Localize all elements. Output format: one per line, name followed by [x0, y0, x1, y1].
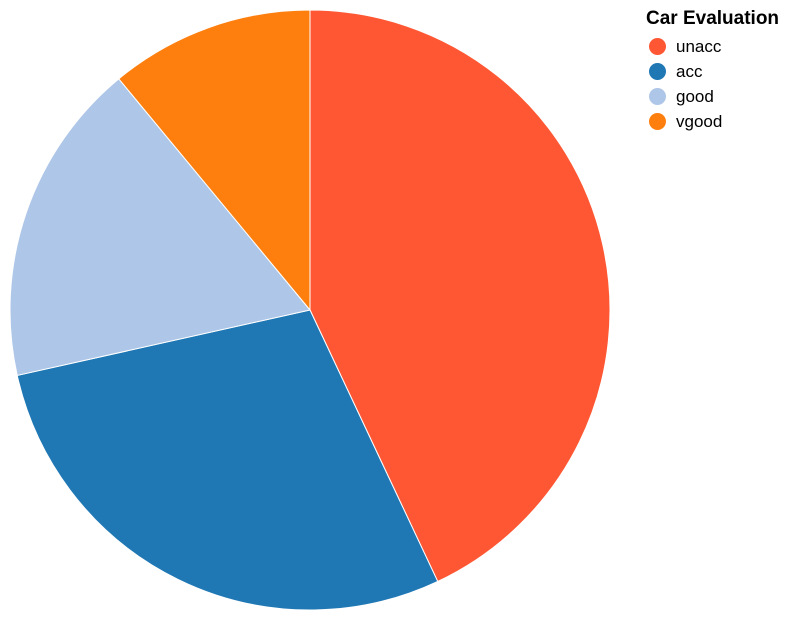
legend-swatch-unacc	[649, 38, 666, 55]
legend-label-good: good	[676, 86, 714, 106]
legend-title: Car Evaluation	[646, 8, 780, 29]
legend-item-good: good	[646, 84, 779, 109]
pie-slice-acc	[16, 309, 439, 611]
legend-label-unacc: unacc	[676, 36, 722, 56]
legend: Car Evaluation unacc acc good vgood	[646, 8, 779, 134]
legend-swatch-acc	[649, 63, 666, 80]
legend-label-acc: acc	[676, 61, 703, 81]
pie-slice-unacc	[309, 9, 611, 583]
legend-item-acc: acc	[646, 59, 779, 84]
legend-swatch-vgood	[649, 113, 666, 130]
pie-slice-good	[9, 78, 311, 377]
legend-item-unacc: unacc	[646, 34, 779, 59]
legend-swatch-good	[649, 88, 666, 105]
legend-item-vgood: vgood	[646, 109, 779, 134]
pie-slice-vgood	[118, 9, 311, 312]
legend-label-vgood: vgood	[676, 111, 723, 131]
